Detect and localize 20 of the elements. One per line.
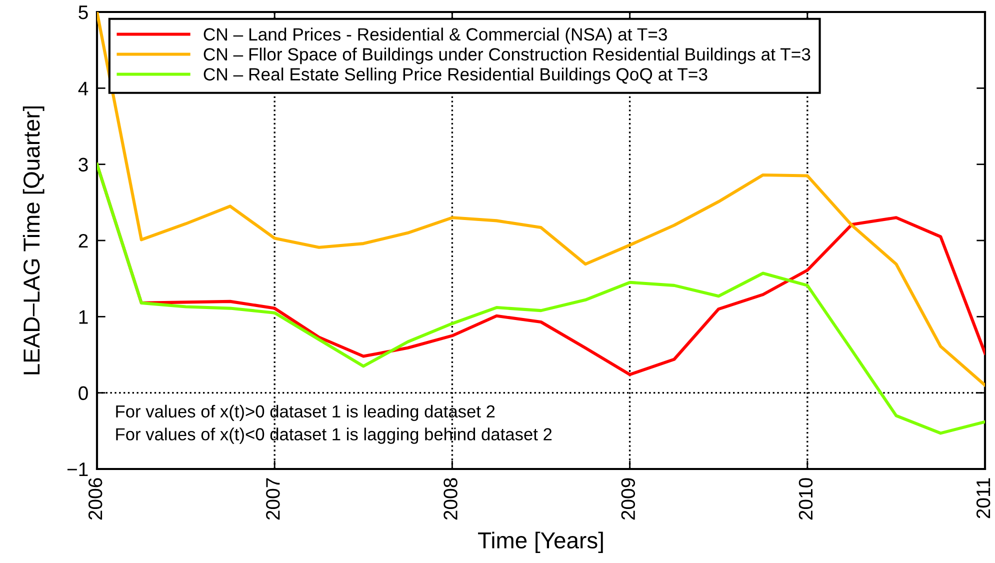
annotation: For values of x(t)>0 dataset 1 is leading dataset 2: [116, 404, 495, 422]
annotation: For values of x(t)<0 dataset 1 is lagging behind dataset 2: [116, 428, 552, 444]
y-tick-label: −1: [67, 462, 88, 476]
legend-label: CN – Fllor Space of Buildings under Construction Residential Buildings at T=3: [204, 48, 810, 64]
y-tick-label: 3: [78, 158, 88, 172]
x-tick-label: 2006: [88, 478, 102, 520]
y-tick-label: 5: [78, 6, 88, 20]
x-tick-label: 2011: [976, 478, 990, 518]
x-tick-label: 2010: [798, 478, 813, 520]
x-tick-label: 2008: [444, 478, 458, 520]
y-tick-label: 2: [78, 234, 88, 248]
y-tick-label: 4: [78, 82, 88, 96]
x-tick-label: 2007: [266, 478, 280, 520]
x-axis-title: Time [Years]: [478, 532, 603, 554]
y-tick-label: 0: [78, 386, 88, 400]
y-axis-title: LEAD–LAG Time [Quarter]: [22, 106, 44, 374]
y-tick-label: 1: [79, 310, 88, 324]
x-tick-label: 2009: [621, 478, 636, 520]
legend-label: CN – Real Estate Selling Price Residential Buildings QoQ at T=3: [204, 68, 708, 84]
legend-label: CN – Land Prices - Residential & Commercial (NSA) at T=3: [204, 28, 667, 44]
